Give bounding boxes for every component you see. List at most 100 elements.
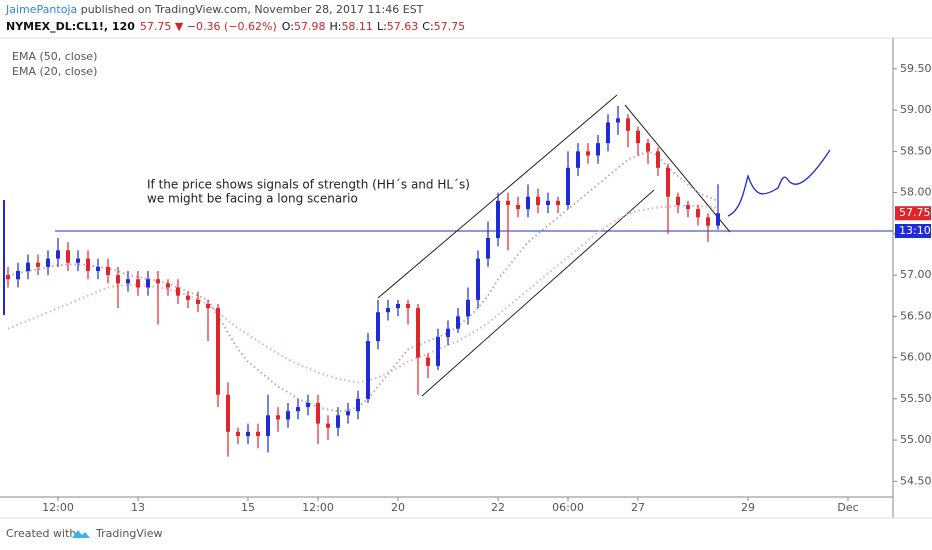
candle-body: [586, 151, 590, 156]
candle-body: [406, 303, 410, 309]
candle-body: [316, 402, 320, 424]
y-tick-label: 54.50: [900, 474, 932, 487]
annotation: we might be facing a long scenario: [147, 192, 358, 206]
candle-body: [536, 196, 540, 205]
candle-body: [126, 279, 130, 284]
candle-body: [656, 151, 660, 168]
candle-body: [566, 167, 570, 205]
candle-body: [476, 258, 480, 300]
x-tick-label: 12:00: [42, 501, 74, 514]
candle-body: [386, 308, 390, 313]
candle-body: [156, 279, 160, 284]
candle-body: [296, 407, 300, 412]
x-tick-label: 13: [131, 501, 145, 514]
x-tick-label: Dec: [837, 501, 858, 514]
countdown-label: 13:10: [899, 224, 931, 237]
candle-body: [606, 122, 610, 144]
candle-body: [426, 357, 430, 366]
symbol: NYMEX_DL:CL1!, 120: [6, 20, 135, 33]
candle-body: [216, 308, 220, 395]
projection-curve: [727, 149, 831, 217]
candle-body: [466, 299, 470, 317]
o-label: O:: [282, 20, 294, 33]
candle-body: [526, 196, 530, 210]
candle-body: [576, 151, 580, 168]
y-tick-label: 58.00: [900, 186, 932, 199]
candle-body: [436, 336, 440, 366]
candle-body: [626, 118, 630, 131]
x-tick-label: 27: [631, 501, 645, 514]
price-tag: [895, 206, 931, 221]
candle-body: [266, 415, 270, 436]
candle-body: [26, 262, 30, 271]
candle-body: [446, 328, 450, 337]
countdown-tag: [895, 224, 931, 238]
y-tick-label: 56.00: [900, 351, 932, 364]
candle-body: [396, 303, 400, 309]
candle-body: [56, 250, 60, 259]
price-tag-label: 57.75: [899, 206, 931, 219]
footer-brand[interactable]: TradingView: [95, 527, 162, 540]
candle-body: [306, 402, 310, 408]
candle-body: [486, 237, 490, 259]
candle-body: [636, 130, 640, 144]
candle-body: [236, 431, 240, 436]
header-line: JaimePantoja published on TradingView.co…: [5, 3, 424, 16]
candle-body: [456, 316, 460, 329]
o-value: 57.98: [294, 20, 326, 33]
x-tick-label: 15: [241, 501, 255, 514]
y-tick-label: 55.50: [900, 392, 932, 405]
l-label: L:: [377, 20, 387, 33]
candle-body: [106, 266, 110, 276]
candle-body: [326, 423, 330, 428]
candle-body: [546, 200, 550, 205]
candle-body: [676, 196, 680, 205]
x-tick-label: 29: [741, 501, 755, 514]
candle-body: [616, 118, 620, 123]
y-tick-label: 56.50: [900, 309, 932, 322]
candle-body: [496, 200, 500, 238]
down-trendline: [624, 104, 731, 233]
candle-body: [36, 262, 40, 267]
y-tick-label: 57.00: [900, 268, 932, 281]
candle-body: [516, 204, 520, 210]
published: published on TradingView.com, November 2…: [77, 3, 423, 16]
candle-body: [246, 431, 250, 436]
candle-body: [16, 270, 20, 280]
x-tick-label: 06:00: [552, 501, 584, 514]
l-value: 57.63: [387, 20, 419, 33]
symbol-line: NYMEX_DL:CL1!, 120 57.75 ▼ −0.36 (−0.62%)…: [6, 20, 465, 33]
h-value: 58.11: [341, 20, 373, 33]
candle-body: [556, 200, 560, 205]
candle-body: [376, 312, 380, 342]
candle-body: [696, 209, 700, 218]
candle-body: [66, 250, 70, 263]
candle-body: [176, 287, 180, 296]
x-tick-label: 12:00: [302, 501, 334, 514]
candle-body: [686, 204, 690, 210]
candle-body: [116, 275, 120, 284]
candle-body: [166, 283, 170, 288]
candle-body: [346, 411, 350, 416]
logo: [72, 530, 90, 538]
annotation: If the price shows signals of strength (…: [147, 178, 470, 192]
candle-body: [206, 303, 210, 309]
candle-body: [276, 415, 280, 420]
legend-entry: EMA (50, close): [12, 50, 97, 63]
c-value: 57.75: [434, 20, 466, 33]
candle-body: [596, 143, 600, 156]
candle-body: [146, 279, 150, 288]
candle-body: [256, 431, 260, 436]
legend-entry: EMA (20, close): [12, 65, 97, 78]
change: 57.75 ▼ −0.36 (−0.62%): [140, 20, 277, 33]
candle-body: [6, 275, 10, 280]
ema-line: [7, 204, 719, 384]
candle-body: [706, 217, 710, 226]
candle-body: [416, 308, 420, 358]
candle-body: [646, 143, 650, 152]
c-label: C:: [422, 20, 433, 33]
footer-text: Created with: [6, 527, 76, 540]
candle-body: [226, 394, 230, 432]
author[interactable]: JaimePantoja: [5, 3, 77, 16]
